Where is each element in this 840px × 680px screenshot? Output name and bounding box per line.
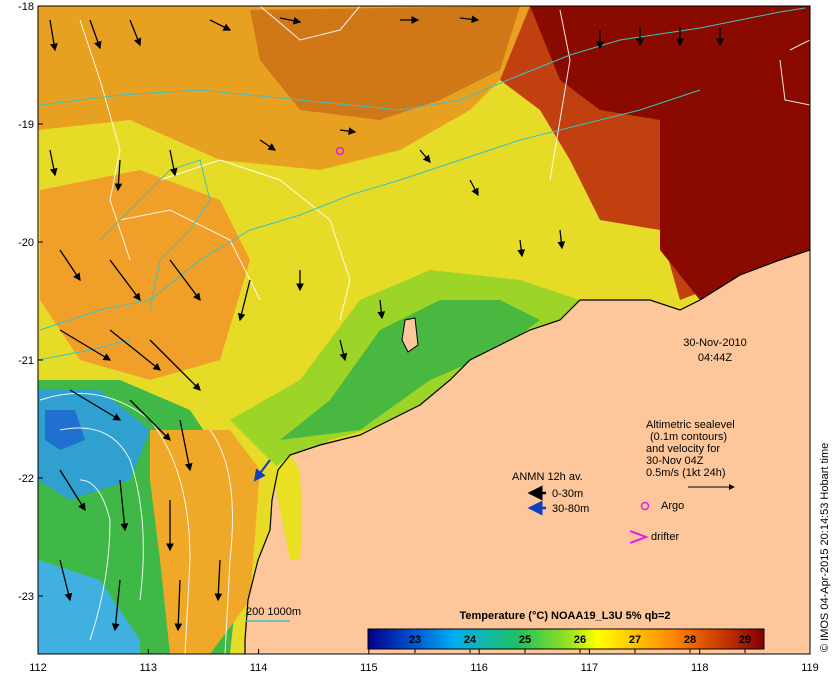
bathymetry-contours xyxy=(38,7,806,361)
velocity-arrow xyxy=(237,279,251,322)
lon-tick-label: 115 xyxy=(360,662,378,674)
velocity-arrow xyxy=(89,19,102,50)
cold-core-3 xyxy=(45,410,85,450)
orange-south xyxy=(150,430,260,654)
lat-tick-label: -22 xyxy=(18,473,34,485)
mooring-shallow-label: 0-30m xyxy=(552,488,583,500)
credit-text: © IMOS 04-Apr-2015 20:14:53 Hobart time xyxy=(819,443,831,652)
velocity-arrow xyxy=(459,15,480,24)
lon-tick-label: 117 xyxy=(581,662,599,674)
velocity-arrow xyxy=(169,149,178,177)
velocity-arrow xyxy=(59,329,112,361)
velocity-arrow xyxy=(279,16,302,25)
velocity-arrow xyxy=(339,339,348,362)
orange-west xyxy=(40,170,250,380)
argo-marker xyxy=(335,146,345,156)
mooring-arrow xyxy=(253,459,271,482)
altimetry-line: 0.5m/s (1kt 24h) xyxy=(646,467,725,479)
velocity-arrow xyxy=(129,399,171,441)
velocity-arrow xyxy=(469,179,479,197)
altimetry-line: Altimetric sealevel xyxy=(646,419,735,431)
land xyxy=(245,250,810,654)
lat-tick-label: -23 xyxy=(18,591,34,603)
lat-tick-label: -21 xyxy=(18,355,34,367)
velocity-arrow xyxy=(174,579,183,632)
velocity-arrow xyxy=(129,19,142,47)
lon-tick-label: 116 xyxy=(470,662,488,674)
bathymetry-legend-label: 200 1000m xyxy=(246,606,301,618)
lat-tick-label: -20 xyxy=(18,237,34,249)
lat-tick-label: -19 xyxy=(18,119,34,131)
green-band-deep xyxy=(280,300,540,440)
velocity-arrow xyxy=(109,329,162,371)
velocity-arrow xyxy=(214,559,223,602)
hottest-region xyxy=(530,6,810,300)
map-border xyxy=(37,5,811,655)
velocity-arrow xyxy=(209,19,232,31)
colorbar-tick-label: 28 xyxy=(684,634,696,646)
colorbar-tick-label: 24 xyxy=(464,634,477,646)
lon-tick-label: 119 xyxy=(801,662,819,674)
lat-tick-label: -18 xyxy=(18,1,34,13)
velocity-arrow xyxy=(119,479,129,532)
velocity-arrows xyxy=(49,15,724,632)
velocity-arrow xyxy=(49,19,58,52)
drifter-legend-icon xyxy=(629,530,649,544)
argo-legend-label: Argo xyxy=(661,500,684,512)
colorbar-tick-label: 26 xyxy=(574,634,586,646)
velocity-arrow xyxy=(339,127,357,136)
velocity-arrow xyxy=(517,239,526,258)
colorbar-tick-label: 27 xyxy=(629,634,641,646)
velocity-arrow xyxy=(59,469,86,512)
lon-tick-label: 112 xyxy=(29,662,47,674)
altimetry-legend: Altimetric sealevel (0.1m contours) and … xyxy=(646,419,735,490)
velocity-arrow xyxy=(179,419,193,472)
latitude-axis: -18 -19 -20 -21 -22 -23 xyxy=(18,1,43,603)
coastline xyxy=(244,249,810,654)
lon-tick-label: 118 xyxy=(691,662,709,674)
drifter-legend-label: drifter xyxy=(651,531,679,543)
island xyxy=(401,317,419,353)
velocity-arrow xyxy=(377,299,386,320)
cape-peninsula xyxy=(272,455,302,560)
colorbar-ramp xyxy=(367,628,765,650)
velocity-arrow xyxy=(557,229,566,250)
velocity-arrow xyxy=(169,259,201,302)
velocity-arrow xyxy=(149,339,201,391)
lon-tick-label: 113 xyxy=(140,662,158,674)
mooring-legend-title: ANMN 12h av. xyxy=(512,471,583,483)
colorbar: Temperature (°C) NOAA19_L3U 5% qb=2 23 24… xyxy=(367,610,765,653)
argo-legend-icon xyxy=(640,501,650,511)
velocity-arrow xyxy=(59,559,73,602)
velocity-arrow xyxy=(109,259,141,302)
altimetry-line: (0.1m contours) xyxy=(650,431,727,443)
mooring-legend: ANMN 12h av. 0-30m 30-80m xyxy=(512,471,589,516)
colorbar-tick-label: 25 xyxy=(519,634,531,646)
mooring-deep-label: 30-80m xyxy=(552,503,589,515)
lon-tick-label: 114 xyxy=(250,662,268,674)
warm-band-dark xyxy=(250,6,520,120)
colorbar-tick-label: 29 xyxy=(739,634,751,646)
velocity-arrow xyxy=(69,389,122,421)
colorbar-title: Temperature (°C) NOAA19_L3U 5% qb=2 xyxy=(459,610,670,622)
temperature-field: 30-Nov-2010 04:44Z Altimetric sealevel (… xyxy=(38,6,810,654)
velocity-arrow xyxy=(111,579,121,632)
longitude-axis: 112 113 114 115 116 117 118 119 xyxy=(29,649,819,674)
altimetry-line: and velocity for xyxy=(646,443,720,455)
colorbar-tick-label: 23 xyxy=(409,634,421,646)
timestamp-date: 30-Nov-2010 xyxy=(683,337,747,349)
sealevel-contours xyxy=(39,6,810,654)
velocity-arrow xyxy=(59,249,81,282)
velocity-arrow xyxy=(259,139,277,151)
velocity-arrow xyxy=(114,159,123,192)
velocity-arrow xyxy=(419,149,431,163)
velocity-arrow xyxy=(49,149,58,177)
altimetry-line: 30-Nov 04Z xyxy=(646,455,704,467)
timestamp-time: 04:44Z xyxy=(698,352,733,364)
